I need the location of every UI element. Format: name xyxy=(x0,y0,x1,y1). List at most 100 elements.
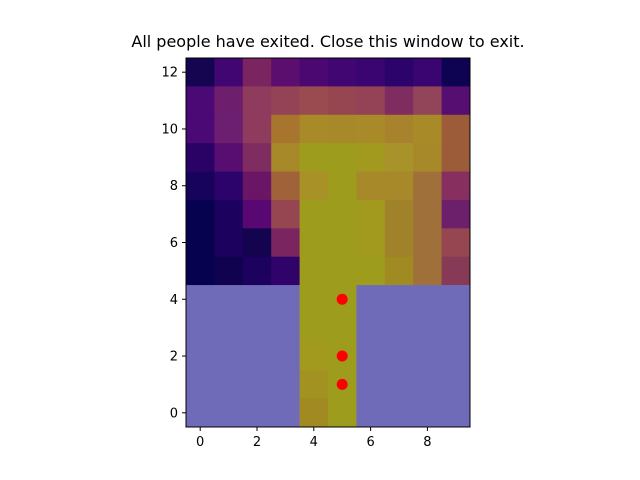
heatmap-cell xyxy=(242,199,272,229)
heatmap-cell xyxy=(186,114,215,144)
heatmap-cell xyxy=(299,199,329,229)
heatmap-cell xyxy=(413,199,442,229)
heatmap-cell xyxy=(214,143,244,172)
person-marker xyxy=(336,378,348,390)
y-tick-label: 0 xyxy=(170,406,178,421)
wall-cell xyxy=(356,313,386,343)
heatmap-cell xyxy=(242,143,272,172)
heatmap-cell xyxy=(271,86,300,116)
heatmap-cell xyxy=(441,199,471,229)
x-tick-label: 6 xyxy=(366,435,374,450)
heatmap-cell xyxy=(271,199,300,229)
wall-cell xyxy=(441,398,471,428)
wall-cell xyxy=(441,313,471,343)
heatmap-cell xyxy=(356,86,386,116)
heatmap-cell xyxy=(441,143,471,172)
x-axis: 0 2 4 6 8 xyxy=(196,427,432,450)
heatmap-cell xyxy=(356,143,386,172)
heatmap-cell xyxy=(214,199,244,229)
heatmap-cell xyxy=(214,171,244,201)
heatmap-cell xyxy=(271,171,300,201)
wall-cell xyxy=(214,313,244,343)
heatmap-cell xyxy=(271,256,300,286)
wall-cell xyxy=(186,370,215,400)
heatmap-cell xyxy=(299,171,329,201)
heatmap-cell xyxy=(214,228,244,258)
wall-cell xyxy=(356,370,386,400)
heatmap-cell xyxy=(328,228,357,258)
wall-cell xyxy=(271,370,300,400)
wall-cell xyxy=(384,341,414,371)
heatmap-cell xyxy=(186,143,215,172)
wall-cell xyxy=(186,341,215,371)
wall-cell xyxy=(271,313,300,343)
y-tick-label: 8 xyxy=(170,179,178,194)
heatmap-cell xyxy=(214,86,244,116)
wall-cell xyxy=(271,341,300,371)
heatmap-cell xyxy=(186,256,215,286)
heatmap-cell xyxy=(299,143,329,172)
heatmap-cell xyxy=(214,256,244,286)
heatmap-cell xyxy=(328,143,357,172)
wall-cell xyxy=(214,285,244,314)
heatmap-cell xyxy=(328,199,357,229)
heatmap-cell xyxy=(384,199,414,229)
heatmap-cell xyxy=(271,143,300,172)
wall-cell xyxy=(384,313,414,343)
wall-cell xyxy=(186,398,215,428)
wall-cell xyxy=(413,341,442,371)
heatmap-cell xyxy=(271,58,300,87)
heatmap-cell xyxy=(242,58,272,87)
heatmap-cell xyxy=(186,171,215,201)
heatmap-cell xyxy=(242,86,272,116)
wall-cell xyxy=(356,285,386,314)
wall-cell xyxy=(413,313,442,343)
heatmap-cell xyxy=(413,228,442,258)
wall-cell xyxy=(413,398,442,428)
heatmap-cell xyxy=(242,171,272,201)
heatmap-cell xyxy=(299,86,329,116)
heatmap-cell xyxy=(356,171,386,201)
heatmap-cell xyxy=(271,228,300,258)
heatmap-cell xyxy=(299,58,329,87)
heatmap-cell xyxy=(328,313,357,343)
wall-cell xyxy=(384,285,414,314)
heatmap-cell xyxy=(299,285,329,314)
heatmap-cells xyxy=(186,58,471,428)
wall-cell xyxy=(214,398,244,428)
heatmap-cell xyxy=(299,398,329,428)
heatmap-cell xyxy=(186,199,215,229)
heatmap-cell xyxy=(328,58,357,87)
heatmap-cell xyxy=(413,171,442,201)
x-tick-label: 2 xyxy=(253,435,261,450)
person-marker xyxy=(336,293,348,305)
wall-cell xyxy=(413,285,442,314)
wall-cell xyxy=(356,341,386,371)
heatmap-cell xyxy=(413,143,442,172)
wall-cell xyxy=(242,313,272,343)
heatmap-cell xyxy=(441,171,471,201)
heatmap-cell xyxy=(356,114,386,144)
y-tick-label: 12 xyxy=(161,66,178,81)
heatmap-cell xyxy=(299,256,329,286)
wall-cell xyxy=(384,398,414,428)
heatmap-cell xyxy=(441,114,471,144)
heatmap-cell xyxy=(384,228,414,258)
wall-cell xyxy=(214,370,244,400)
wall-cell xyxy=(356,398,386,428)
x-tick-label: 8 xyxy=(423,435,431,450)
heatmap-cell xyxy=(413,58,442,87)
heatmap-cell xyxy=(299,341,329,371)
heatmap-cell xyxy=(413,86,442,116)
heatmap-cell xyxy=(242,228,272,258)
people-markers xyxy=(336,293,348,390)
wall-cell xyxy=(441,370,471,400)
x-tick-label: 0 xyxy=(196,435,204,450)
heatmap-cell xyxy=(271,114,300,144)
wall-cell xyxy=(242,398,272,428)
heatmap-cell xyxy=(441,58,471,87)
x-tick-label: 4 xyxy=(310,435,318,450)
heatmap-cell xyxy=(441,228,471,258)
chart-title: All people have exited. Close this windo… xyxy=(131,32,525,51)
wall-cell xyxy=(186,313,215,343)
